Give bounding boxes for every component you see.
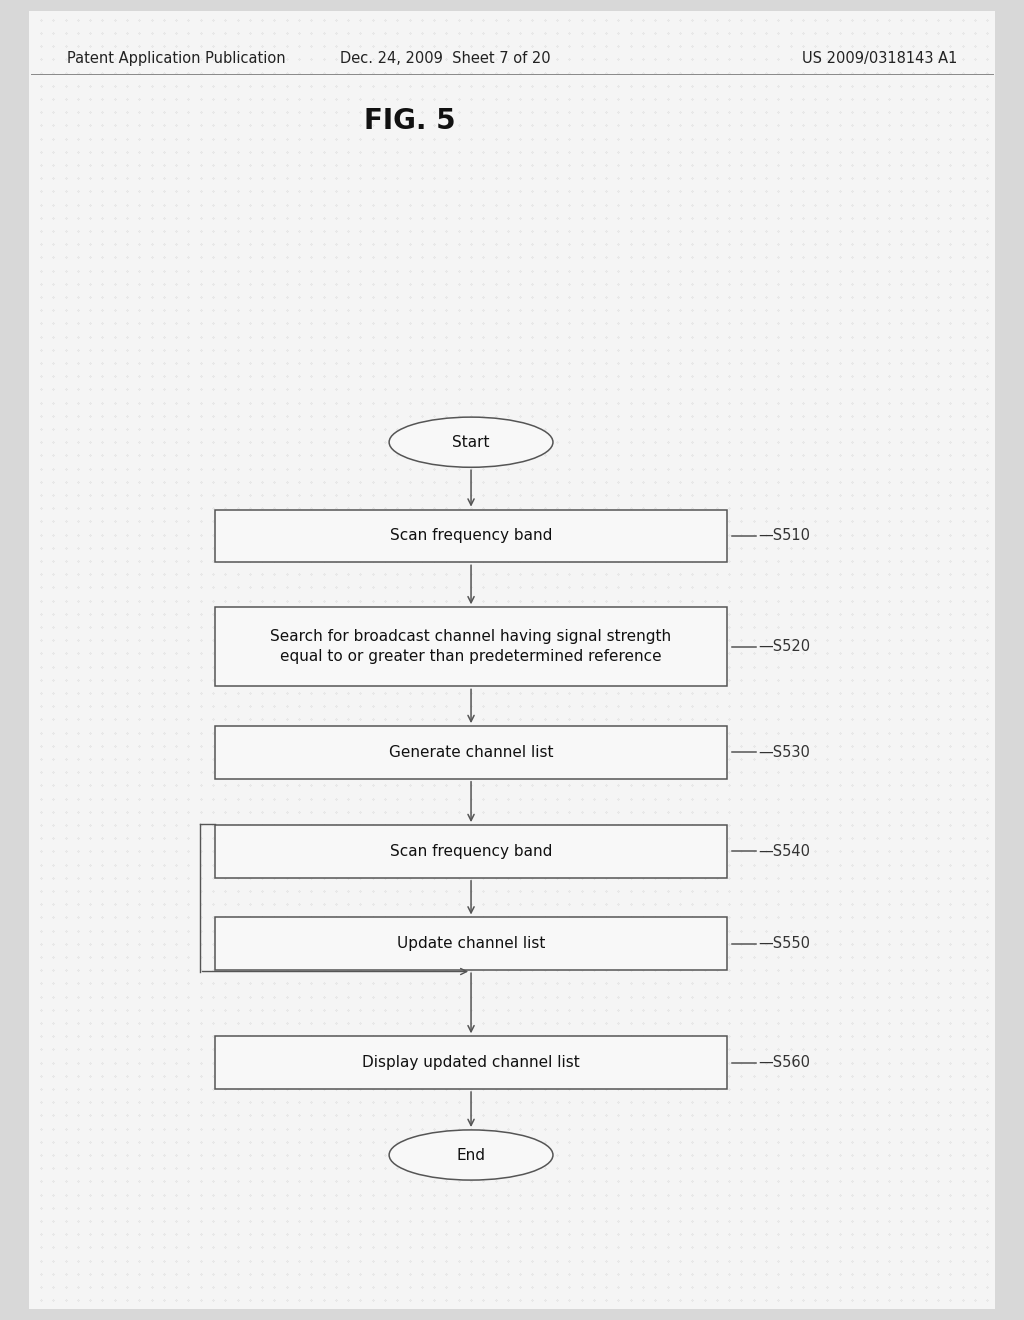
Text: Scan frequency band: Scan frequency band — [390, 528, 552, 544]
Text: Search for broadcast channel having signal strength
equal to or greater than pre: Search for broadcast channel having sign… — [270, 630, 672, 664]
FancyBboxPatch shape — [215, 1036, 727, 1089]
Text: Patent Application Publication: Patent Application Publication — [67, 50, 286, 66]
Text: —S560: —S560 — [758, 1055, 810, 1071]
Ellipse shape — [389, 1130, 553, 1180]
Text: —S520: —S520 — [758, 639, 810, 655]
Text: Update channel list: Update channel list — [397, 936, 545, 952]
FancyBboxPatch shape — [215, 917, 727, 970]
Text: —S530: —S530 — [758, 744, 810, 760]
FancyBboxPatch shape — [215, 510, 727, 562]
FancyBboxPatch shape — [215, 825, 727, 878]
Text: Dec. 24, 2009  Sheet 7 of 20: Dec. 24, 2009 Sheet 7 of 20 — [340, 50, 551, 66]
FancyBboxPatch shape — [215, 726, 727, 779]
Text: End: End — [457, 1147, 485, 1163]
Text: US 2009/0318143 A1: US 2009/0318143 A1 — [802, 50, 957, 66]
Text: Scan frequency band: Scan frequency band — [390, 843, 552, 859]
Text: Display updated channel list: Display updated channel list — [362, 1055, 580, 1071]
FancyBboxPatch shape — [215, 607, 727, 686]
Text: —S510: —S510 — [758, 528, 810, 544]
Text: Start: Start — [453, 434, 489, 450]
Text: FIG. 5: FIG. 5 — [364, 107, 456, 136]
Text: Generate channel list: Generate channel list — [389, 744, 553, 760]
Text: —S540: —S540 — [758, 843, 810, 859]
Ellipse shape — [389, 417, 553, 467]
FancyBboxPatch shape — [29, 11, 995, 1309]
Text: —S550: —S550 — [758, 936, 810, 952]
